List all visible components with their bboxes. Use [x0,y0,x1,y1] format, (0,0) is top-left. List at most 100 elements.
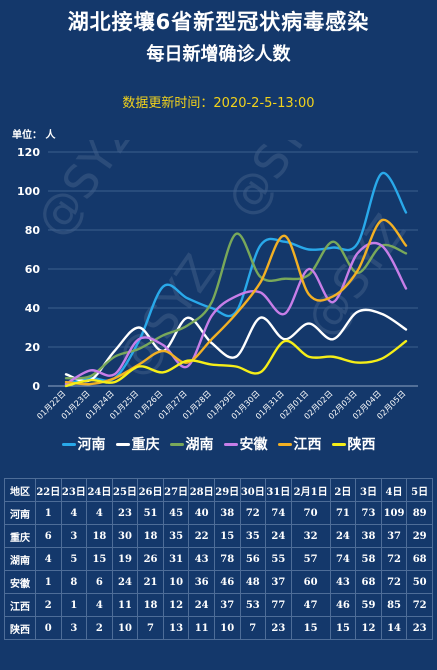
table-value-cell: 18 [86,524,113,548]
table-corner-cell: 地区 [4,478,36,502]
table-value-cell: 10 [213,616,241,640]
table-value-cell: 57 [290,547,331,571]
legend-label: 江西 [293,437,322,453]
y-tick-label: 40 [25,302,41,315]
y-tick-label: 120 [17,146,40,159]
table-value-cell: 43 [329,570,357,594]
table-header-cell: 22日 [35,478,62,502]
table-value-cell: 4 [60,501,88,525]
table-value-cell: 23 [111,501,139,525]
table-value-cell: 15 [290,616,331,640]
table-header-cell: 2月1日 [290,478,331,502]
table-value-cell: 1 [35,501,62,525]
series-line-2 [64,232,408,380]
table-value-cell: 60 [290,570,331,594]
table-value-cell: 13 [162,616,190,640]
legend-swatch [61,442,76,446]
legend-item-4: 江西 [277,434,322,454]
table-region-cell: 安徽 [4,570,36,594]
table-value-cell: 59 [355,593,382,617]
table-value-cell: 50 [406,570,433,594]
table-value-cell: 72 [380,570,408,594]
table-value-cell: 53 [239,593,267,617]
table-value-cell: 45 [162,501,190,525]
table-value-cell: 7 [239,616,267,640]
table-value-cell: 72 [239,501,267,525]
table-region-cell: 河南 [4,501,36,525]
table-region-cell: 江西 [4,593,36,617]
table-value-cell: 51 [137,501,164,525]
legend-item-5: 陕西 [331,434,376,454]
table-value-cell: 23 [265,616,292,640]
table-header-cell: 2日 [329,478,357,502]
table-header-cell: 25日 [111,478,139,502]
series-line-0 [64,172,408,386]
line-chart: @SYZ @SYZ@SYZ @SYZ02040608010012001月22日01月… [17,140,418,421]
table-value-cell: 31 [162,547,190,571]
table-header-cell: 28日 [188,478,215,502]
table-value-cell: 14 [380,616,408,640]
table-value-cell: 5 [60,547,88,571]
legend-item-1: 重庆 [115,434,160,454]
table-value-cell: 68 [406,547,433,571]
table-header-cell: 4日 [380,478,408,502]
table-value-cell: 46 [213,570,241,594]
table-header-cell: 26日 [137,478,164,502]
table-value-cell: 72 [406,593,433,617]
table-value-cell: 55 [265,547,292,571]
table-value-cell: 6 [86,570,113,594]
y-tick-label: 100 [17,185,40,198]
table-value-cell: 24 [265,524,292,548]
table-value-cell: 10 [111,616,139,640]
table-row: 湖南 4 5 15 19 26 31 43 78 56 55 57 74 58 72 68 [4,547,433,571]
legend-label: 重庆 [131,437,160,453]
table-value-cell: 11 [188,616,215,640]
watermark-1: @SYZ [215,140,337,226]
table-header-cell: 30日 [239,478,267,502]
table-value-cell: 15 [329,616,357,640]
table-value-cell: 78 [213,547,241,571]
table-value-cell: 2 [86,616,113,640]
table-value-cell: 70 [290,501,331,525]
table-value-cell: 35 [162,524,190,548]
table-value-cell: 15 [86,547,113,571]
table-value-cell: 18 [137,524,164,548]
table-value-cell: 30 [111,524,139,548]
table-value-cell: 2 [35,593,62,617]
table-row: 江西 2 1 4 11 18 12 24 37 53 77 47 46 59 85 72 [4,593,433,617]
page-subtitle: 每日新增确诊人数 [146,44,291,65]
table-value-cell: 74 [329,547,357,571]
y-tick-label: 0 [32,380,40,393]
table-value-cell: 0 [35,616,62,640]
table-value-cell: 74 [265,501,292,525]
table-value-cell: 35 [239,524,267,548]
table-value-cell: 10 [162,570,190,594]
table-value-cell: 37 [213,593,241,617]
update-time: 数据更新时间：2020-2-5-13:00 [122,96,315,111]
table-value-cell: 89 [406,501,433,525]
table-value-cell: 22 [188,524,215,548]
series-line-1 [64,308,408,383]
table-value-cell: 29 [406,524,433,548]
y-tick-label: 60 [25,263,41,276]
legend-label: 安徽 [239,437,268,453]
table-value-cell: 4 [86,593,113,617]
y-tick-label: 20 [25,341,41,354]
table-value-cell: 43 [188,547,215,571]
table-value-cell: 26 [137,547,164,571]
table-header-cell: 24日 [86,478,113,502]
table-row: 河南 1 4 4 23 51 45 40 38 72 74 70 71 73 109 89 [4,501,433,525]
table-value-cell: 85 [380,593,408,617]
table-value-cell: 36 [188,570,215,594]
table-value-cell: 38 [355,524,382,548]
table-value-cell: 4 [86,501,113,525]
table-region-cell: 陕西 [4,616,36,640]
legend-swatch [331,442,346,446]
table-value-cell: 1 [35,570,62,594]
legend-swatch [277,442,292,446]
table-region-cell: 重庆 [4,524,36,548]
table-value-cell: 38 [213,501,241,525]
unit-label: 单位： 人 [12,130,56,141]
table-value-cell: 19 [111,547,139,571]
table-value-cell: 23 [406,616,433,640]
